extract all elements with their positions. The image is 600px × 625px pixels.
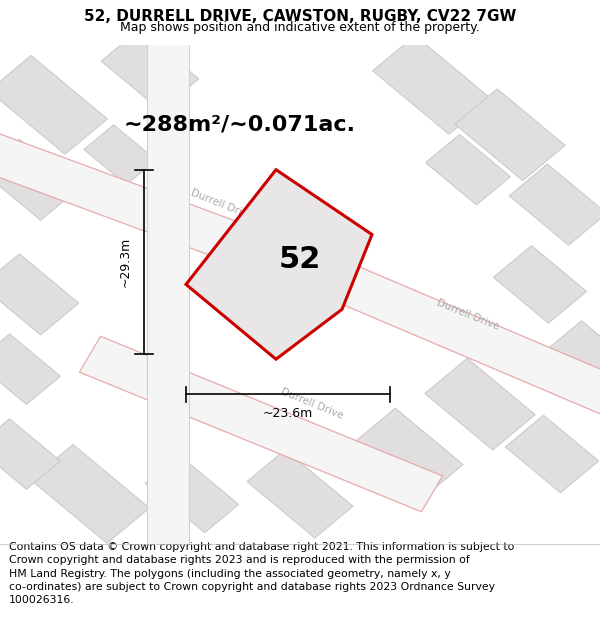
Polygon shape xyxy=(337,267,600,422)
Text: Map shows position and indicative extent of the property.: Map shows position and indicative extent… xyxy=(120,21,480,34)
Polygon shape xyxy=(147,35,189,554)
Polygon shape xyxy=(84,125,156,185)
Polygon shape xyxy=(425,358,535,450)
Polygon shape xyxy=(0,126,358,302)
Text: 52, DURRELL DRIVE, CAWSTON, RUGBY, CV22 7GW: 52, DURRELL DRIVE, CAWSTON, RUGBY, CV22 … xyxy=(84,9,516,24)
Polygon shape xyxy=(509,164,600,245)
Text: Contains OS data © Crown copyright and database right 2021. This information is : Contains OS data © Crown copyright and d… xyxy=(9,542,514,605)
Polygon shape xyxy=(186,169,372,359)
Text: Durrell Drive: Durrell Drive xyxy=(279,387,345,421)
Text: 52: 52 xyxy=(279,245,321,274)
Polygon shape xyxy=(145,455,239,532)
Polygon shape xyxy=(455,89,565,181)
Text: Durrell Drive: Durrell Drive xyxy=(189,188,255,222)
Text: ~288m²/~0.071ac.: ~288m²/~0.071ac. xyxy=(124,115,356,135)
Polygon shape xyxy=(0,419,61,489)
Polygon shape xyxy=(493,246,587,323)
Polygon shape xyxy=(373,36,491,134)
Polygon shape xyxy=(0,56,107,154)
Polygon shape xyxy=(0,139,79,220)
Polygon shape xyxy=(247,450,353,538)
Polygon shape xyxy=(353,408,463,500)
Text: ~23.6m: ~23.6m xyxy=(263,407,313,419)
Polygon shape xyxy=(0,334,61,404)
Polygon shape xyxy=(79,336,443,512)
Polygon shape xyxy=(505,415,599,492)
Polygon shape xyxy=(31,444,149,543)
Polygon shape xyxy=(101,29,199,111)
Text: Durrell Drive: Durrell Drive xyxy=(435,298,501,331)
Polygon shape xyxy=(425,134,511,205)
Text: ~29.3m: ~29.3m xyxy=(119,237,132,287)
Polygon shape xyxy=(0,254,79,335)
Polygon shape xyxy=(548,321,600,388)
